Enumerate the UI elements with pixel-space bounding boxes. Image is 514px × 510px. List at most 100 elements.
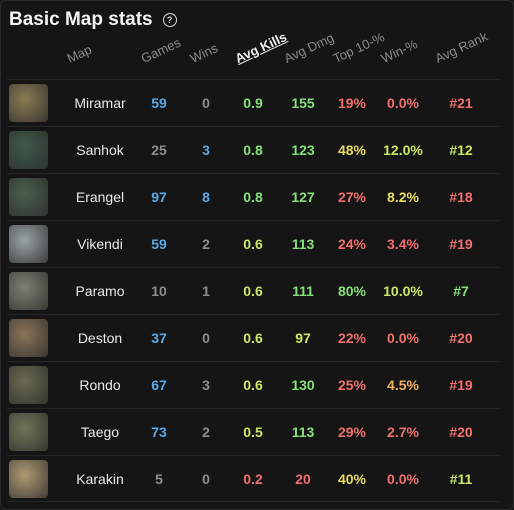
table-row[interactable]: Sanhok 25 3 0.8 123 48% 12.0% #12: [7, 126, 499, 173]
win-percent-cell: 2.7%: [387, 424, 419, 440]
stats-table-body: Miramar 59 0 0.9 155 19% 0.0% #21 Sanhok 25 3 0.8 12…: [7, 79, 499, 502]
panel-title: Basic Map stats: [9, 9, 153, 30]
wins-cell: 0: [202, 95, 210, 111]
header-wins[interactable]: Wins: [187, 40, 221, 66]
avg-kills-cell: 0.9: [243, 95, 263, 111]
top10-cell: 19%: [337, 95, 367, 111]
avg-kills-cell: 0.6: [243, 283, 263, 299]
top10-cell: 27%: [337, 189, 367, 205]
header-map[interactable]: Map: [64, 41, 94, 66]
map-name: Deston: [77, 330, 123, 346]
games-cell: 67: [151, 377, 167, 393]
win-percent-cell: 12.0%: [383, 142, 423, 158]
wins-cell: 2: [202, 424, 210, 440]
map-name: Rondo: [79, 377, 121, 393]
avg-dmg-cell: 155: [291, 95, 315, 111]
win-percent-cell: 10.0%: [383, 283, 423, 299]
top10-cell: 80%: [337, 283, 367, 299]
avg-rank-cell: #19: [449, 236, 473, 252]
avg-dmg-cell: 20: [295, 470, 311, 487]
map-name: Sanhok: [76, 142, 124, 158]
question-circle-icon[interactable]: ?: [162, 13, 177, 27]
map-thumbnail: [9, 272, 48, 310]
map-name: Miramar: [74, 95, 126, 111]
avg-rank-cell: #11: [449, 470, 473, 487]
avg-kills-cell: 0.6: [243, 330, 263, 346]
header-games[interactable]: Games: [138, 34, 183, 66]
title-row: Basic Map stats ?: [9, 7, 177, 33]
wins-cell: 3: [202, 142, 210, 158]
games-cell: 25: [151, 142, 167, 158]
win-percent-cell: 0.0%: [387, 95, 419, 111]
win-percent-cell: 4.5%: [387, 377, 419, 393]
avg-kills-cell: 0.8: [243, 142, 263, 158]
top10-cell: 29%: [337, 424, 367, 440]
map-name: Karakin: [76, 470, 124, 487]
header-top10[interactable]: Top 10-%: [330, 29, 387, 66]
avg-kills-cell: 0.8: [243, 189, 263, 205]
map-thumbnail: [9, 319, 48, 357]
games-cell: 59: [151, 236, 167, 252]
map-thumbnail: [9, 366, 48, 404]
header-avg-dmg[interactable]: Avg Dmg: [281, 29, 337, 67]
header-avg-kills[interactable]: Avg Kills: [232, 29, 289, 66]
wins-cell: 0: [202, 470, 210, 487]
avg-dmg-cell: 113: [291, 424, 315, 440]
table-row[interactable]: Taego 73 2 0.5 113 29% 2.7% #20: [7, 408, 499, 455]
avg-dmg-cell: 113: [291, 236, 315, 252]
table-row[interactable]: Rondo 67 3 0.6 130 25% 4.5% #19: [7, 361, 499, 408]
table-row[interactable]: Vikendi 59 2 0.6 113 24% 3.4% #19: [7, 220, 499, 267]
map-thumbnail: [9, 131, 48, 169]
avg-rank-cell: #12: [449, 142, 473, 158]
map-thumbnail: [9, 178, 48, 216]
wins-cell: 2: [202, 236, 210, 252]
games-cell: 37: [151, 330, 167, 346]
map-thumbnail: [9, 225, 48, 263]
avg-kills-cell: 0.6: [243, 236, 263, 252]
win-percent-cell: 0.0%: [387, 330, 419, 346]
wins-cell: 8: [202, 189, 210, 205]
top10-cell: 24%: [337, 236, 367, 252]
avg-kills-cell: 0.5: [243, 424, 263, 440]
avg-dmg-cell: 97: [295, 330, 311, 346]
map-name: Vikendi: [77, 236, 123, 252]
header-avg-rank[interactable]: Avg Rank: [432, 28, 490, 66]
map-thumbnail: [9, 460, 48, 498]
table-header: Map Games Wins Avg Kills Avg Dmg Top 10-…: [1, 28, 514, 77]
win-percent-cell: 0.0%: [387, 470, 419, 487]
table-row[interactable]: Erangel 97 8 0.8 127 27% 8.2% #18: [7, 173, 499, 220]
table-row[interactable]: Deston 37 0 0.6 97 22% 0.0% #20: [7, 314, 499, 361]
avg-kills-cell: 0.6: [243, 377, 263, 393]
avg-rank-cell: #21: [449, 95, 473, 111]
top10-cell: 40%: [337, 470, 367, 487]
wins-cell: 3: [202, 377, 210, 393]
win-percent-cell: 8.2%: [387, 189, 419, 205]
avg-rank-cell: #20: [449, 424, 473, 440]
map-name: Paramo: [75, 283, 125, 299]
games-cell: 73: [151, 424, 167, 440]
win-percent-cell: 3.4%: [387, 236, 419, 252]
games-cell: 10: [151, 283, 167, 299]
table-row[interactable]: Karakin 5 0 0.2 20 40% 0.0% #11: [7, 455, 499, 502]
map-thumbnail: [9, 413, 48, 451]
table-row[interactable]: Paramo 10 1 0.6 111 80% 10.0% #7: [7, 267, 499, 314]
map-thumbnail: [9, 84, 48, 122]
avg-rank-cell: #19: [449, 377, 473, 393]
avg-dmg-cell: 127: [291, 189, 315, 205]
map-name: Taego: [80, 424, 120, 440]
avg-dmg-cell: 111: [292, 283, 314, 299]
table-row[interactable]: Miramar 59 0 0.9 155 19% 0.0% #21: [7, 79, 499, 126]
avg-rank-cell: #7: [453, 283, 469, 299]
top10-cell: 22%: [337, 330, 367, 346]
games-cell: 97: [151, 189, 167, 205]
games-cell: 59: [151, 95, 167, 111]
avg-dmg-cell: 123: [291, 142, 315, 158]
wins-cell: 1: [202, 283, 210, 299]
avg-rank-cell: #20: [449, 330, 473, 346]
top10-cell: 48%: [337, 142, 367, 158]
games-cell: 5: [155, 470, 163, 487]
avg-rank-cell: #18: [449, 189, 473, 205]
wins-cell: 0: [202, 330, 210, 346]
map-name: Erangel: [75, 189, 125, 205]
